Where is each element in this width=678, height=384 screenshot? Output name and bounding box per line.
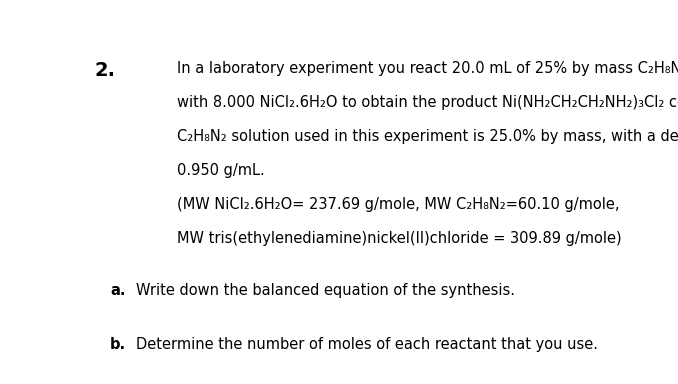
Text: with 8.000 NiCl₂.6H₂O to obtain the product Ni(NH₂CH₂CH₂NH₂)₃Cl₂ complex. The: with 8.000 NiCl₂.6H₂O to obtain the prod… [177, 95, 678, 110]
Text: 0.950 g/mL.: 0.950 g/mL. [177, 163, 264, 178]
Text: Determine the number of moles of each reactant that you use.: Determine the number of moles of each re… [136, 337, 598, 353]
Text: MW tris(ethylenediamine)nickel(II)chloride = 309.89 g/mole): MW tris(ethylenediamine)nickel(II)chlori… [177, 231, 621, 246]
Text: In a laboratory experiment you react 20.0 mL of 25% by mass C₂H₈N₂: In a laboratory experiment you react 20.… [177, 61, 678, 76]
Text: (MW NiCl₂.6H₂O= 237.69 g/mole, MW C₂H₈N₂=60.10 g/mole,: (MW NiCl₂.6H₂O= 237.69 g/mole, MW C₂H₈N₂… [177, 197, 619, 212]
Text: a.: a. [110, 283, 125, 298]
Text: Write down the balanced equation of the synthesis.: Write down the balanced equation of the … [136, 283, 515, 298]
Text: C₂H₈N₂ solution used in this experiment is 25.0% by mass, with a density (d) of: C₂H₈N₂ solution used in this experiment … [177, 129, 678, 144]
Text: 2.: 2. [94, 61, 115, 80]
Text: b.: b. [110, 337, 126, 353]
